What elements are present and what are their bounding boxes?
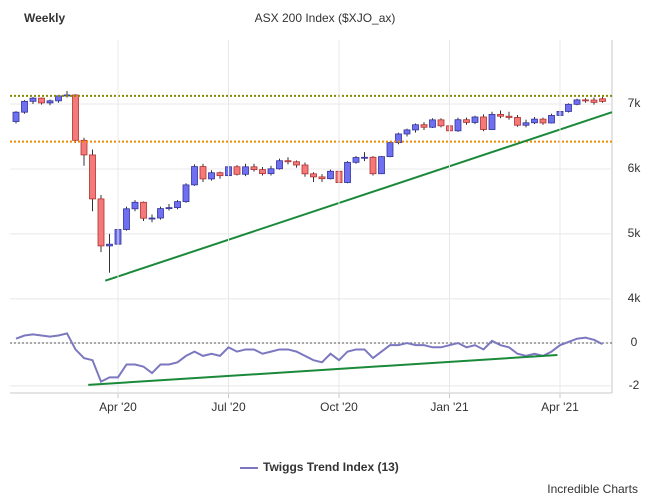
credit: Incredible Charts [547,482,638,496]
candle-body [80,139,88,156]
candle-body [301,164,309,175]
chart-title: ASX 200 Index ($XJO_ax) [255,11,396,25]
candle-body [505,115,513,118]
trend-line [104,111,613,282]
candle-body [573,99,581,105]
candle-body [242,166,249,175]
candle-body [131,201,139,210]
candle-body [539,118,547,124]
candle-body [565,103,572,112]
candle-body [21,100,28,113]
candle-body [97,198,105,247]
candle-body [250,166,258,171]
candle-body [208,172,215,180]
period-label: Weekly [24,11,65,25]
candle-body [454,119,462,132]
candle-body [182,184,190,203]
candle-body [199,166,207,180]
candle-body [412,124,419,131]
candle-body [12,111,20,122]
candle-body [267,168,275,175]
x-tick-label: Jul '20 [211,400,246,414]
candle-body [157,208,164,219]
candle-body [344,161,351,183]
candle-body [590,99,598,103]
candle-body [46,100,54,104]
candle-body [259,169,266,175]
candle-body [420,124,428,128]
candle-body [497,113,504,117]
candle-body [522,122,530,126]
candle-body [599,98,606,102]
candle-body [548,115,555,124]
candle-body [284,160,292,163]
candle-body [352,157,360,163]
candle-body [89,154,96,200]
candle-body [174,201,181,209]
candle-body [471,116,479,123]
candle-body [191,166,198,186]
legend-label: Twiggs Trend Index (13) [263,460,399,474]
candle-body [29,97,37,102]
candle-body [361,156,368,159]
x-tick-label: Jan '21 [430,400,469,414]
candle-body [310,173,317,178]
candle-body [216,172,224,177]
candle-body [403,129,411,135]
candle-body [582,99,589,102]
candle-body [293,161,300,166]
candle-body [531,118,538,124]
candle-body [123,208,130,230]
candle-body [327,170,334,180]
candle-body [514,117,521,126]
candle-body [72,94,79,141]
y-tick-label: 4k [628,291,642,305]
candle-body [165,207,173,210]
candle-body [488,113,496,130]
y-tick-label: 5k [628,226,642,240]
candle-body [429,119,436,128]
candle-body [437,119,445,127]
candle-body [318,176,326,180]
candle-body [480,116,487,130]
candle-body [38,97,45,104]
candle-body [106,243,113,247]
candle-body [233,166,241,175]
y-tick-label: 6k [628,161,642,175]
candle-body [386,142,394,158]
x-tick-label: Apr '21 [541,400,579,414]
candle-body [463,119,470,123]
y-tick-label: -2 [629,378,640,392]
indicator-line [15,332,603,384]
candle-body [276,160,283,170]
y-tick-label: 0 [631,335,638,349]
x-tick-label: Apr '20 [99,400,137,414]
candle-body [140,201,147,219]
x-tick-label: Oct '20 [320,400,358,414]
y-tick-label: 7k [628,96,642,110]
candle-body [378,156,385,175]
trend-line [88,354,558,386]
candle-body [148,217,156,220]
candle-body [369,156,377,175]
